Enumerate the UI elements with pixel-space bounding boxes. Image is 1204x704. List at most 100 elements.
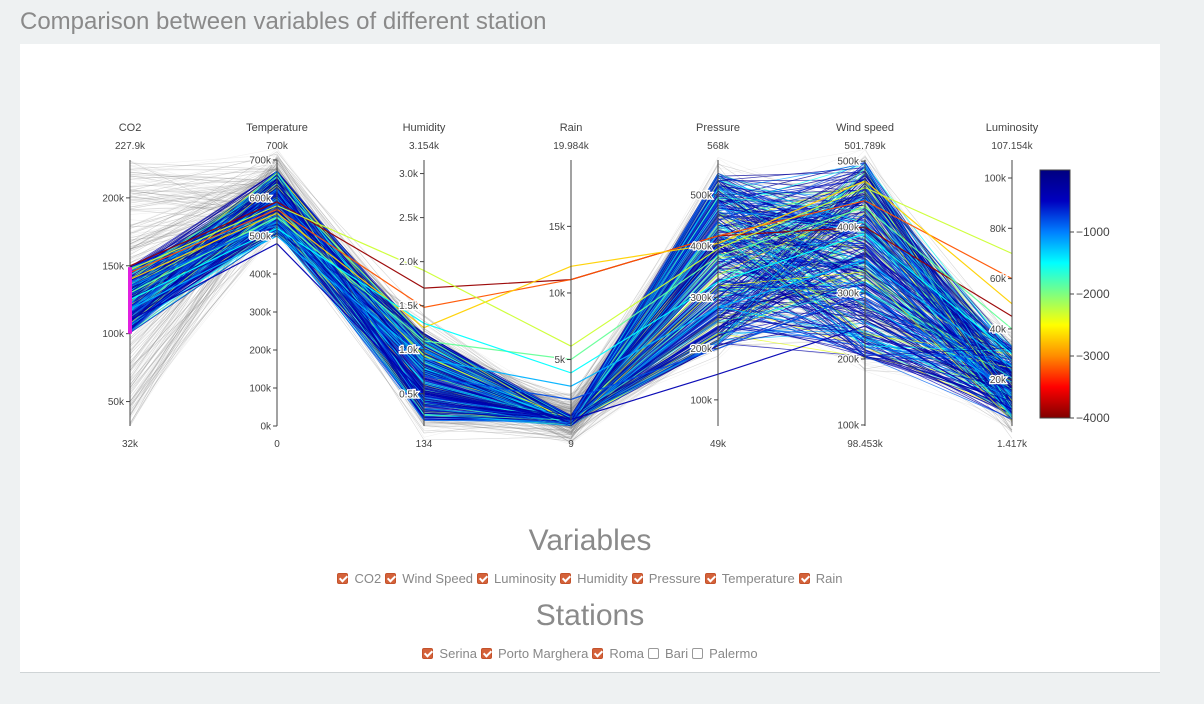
stations-title: Stations bbox=[535, 599, 645, 632]
checkbox-label: Humidity bbox=[577, 571, 628, 586]
axis-min-label: 32k bbox=[122, 439, 139, 450]
checkbox-box[interactable] bbox=[704, 573, 716, 584]
stations-checkbox-serina[interactable]: Serina bbox=[422, 646, 477, 661]
variables-checkbox-luminosity[interactable]: Luminosity bbox=[477, 571, 556, 586]
colorbar: −1000 −2000 −3000 −4000 bbox=[1039, 169, 1110, 425]
axis-temperature: Temperature 700k 00k 100k 200k 300k 400k 500k 60… bbox=[246, 122, 308, 450]
checkbox-box[interactable] bbox=[692, 648, 704, 659]
checkbox-box[interactable] bbox=[477, 573, 489, 584]
axis-max-label: 227.9k bbox=[115, 141, 146, 152]
checkbox-box[interactable] bbox=[592, 648, 604, 659]
axis-tick-label: 3.0k bbox=[399, 169, 419, 180]
checkbox-label: CO2 bbox=[354, 571, 382, 586]
axis-max-label: 3.154k bbox=[409, 141, 440, 152]
axis-tick-label: 500k bbox=[837, 157, 860, 168]
axis-tick-label: 300k bbox=[837, 289, 860, 300]
checkbox-label: Rain bbox=[815, 571, 843, 586]
checkbox-label: Luminosity bbox=[494, 571, 557, 586]
axis-tick-label: 200k bbox=[102, 193, 125, 204]
axis-tick-label: 1.5k bbox=[399, 301, 419, 312]
axis-tick-label: 200k bbox=[249, 346, 272, 357]
variables-checkbox-group: CO2 Wind Speed Luminosity Humidity Pressure T… bbox=[20, 571, 1160, 587]
axis-tick-label: 50k bbox=[108, 397, 125, 408]
axis-max-label: 568k bbox=[707, 141, 730, 152]
checkbox-label: Pressure bbox=[648, 571, 701, 586]
axis-title: CO2 bbox=[119, 122, 142, 134]
axis-tick-label: 200k bbox=[837, 355, 860, 366]
axis-max-label: 700k bbox=[266, 141, 289, 152]
colorbar-gradient bbox=[1039, 169, 1071, 419]
variables-checkbox-pressure[interactable]: Pressure bbox=[631, 571, 701, 586]
axis-title: Luminosity bbox=[986, 122, 1039, 134]
variables-checkbox-co2[interactable]: CO2 bbox=[337, 571, 381, 586]
stations-checkbox-bari[interactable]: Bari bbox=[648, 646, 688, 661]
checkbox-label: Roma bbox=[609, 646, 645, 661]
axis-tick-label: 0k bbox=[260, 422, 272, 433]
axis-max-label: 107.154k bbox=[991, 141, 1033, 152]
parallel-coordinates-plot[interactable]: CO2 227.9k 32k 50k 100k 150k 200k Temperature 70… bbox=[20, 44, 1160, 514]
axis-title: Wind speed bbox=[836, 122, 894, 134]
checkbox-label: Porto Marghera bbox=[498, 646, 589, 661]
axis-min-label: 0 bbox=[274, 439, 280, 450]
axis-min-label: 134 bbox=[416, 439, 433, 450]
variables-title: Variables bbox=[528, 524, 652, 557]
axis-humidity: Humidity 3.154k 134 0.5k 1.0k 1.5k 2.0k 2.5k 3.0… bbox=[398, 122, 446, 450]
axis-tick-label: 80k bbox=[990, 224, 1007, 235]
axis-tick-label: 20k bbox=[990, 375, 1007, 386]
axis-tick-label: 200k bbox=[690, 344, 713, 355]
axis-tick-label: 500k bbox=[249, 232, 272, 243]
axis-wind-speed: Wind speed 501.789k 98.453k 100k 200k 300k 400… bbox=[836, 122, 894, 450]
axis-tick-label: 400k bbox=[249, 270, 272, 281]
axis-title: Pressure bbox=[696, 122, 740, 134]
checkbox-box[interactable] bbox=[422, 648, 434, 659]
axis-tick-label: 500k bbox=[690, 190, 713, 201]
stations-checkbox-palermo[interactable]: Palermo bbox=[692, 646, 758, 661]
axis-min-label: 98.453k bbox=[847, 439, 884, 450]
axis-min-label: 49k bbox=[710, 439, 727, 450]
axis-tick-label: 2.5k bbox=[399, 213, 419, 224]
axis-tick-label: 400k bbox=[690, 242, 713, 253]
checkbox-label: Temperature bbox=[721, 571, 795, 586]
colorbar-tick-label: −1000 bbox=[1076, 225, 1110, 239]
checkbox-box[interactable] bbox=[631, 573, 643, 584]
axis-tick-label: 150k bbox=[102, 261, 125, 272]
axis-tick-label: 1.0k bbox=[399, 345, 419, 356]
checkbox-label: Bari bbox=[665, 646, 689, 661]
checkbox-label: Palermo bbox=[709, 646, 758, 661]
axis-tick-label: 40k bbox=[990, 324, 1007, 335]
stations-checkbox-roma[interactable]: Roma bbox=[592, 646, 644, 661]
axis-min-label: 9 bbox=[568, 439, 574, 450]
stations-checkbox-porto-marghera[interactable]: Porto Marghera bbox=[481, 646, 588, 661]
chart-card: CO2 227.9k 32k 50k 100k 150k 200k Temperature 70… bbox=[20, 44, 1160, 673]
axis-tick-label: 300k bbox=[249, 308, 272, 319]
axis-tick-label: 0.5k bbox=[399, 389, 419, 400]
axis-tick-label: 100k bbox=[690, 395, 713, 406]
axis-brush[interactable] bbox=[128, 267, 132, 334]
axis-tick-label: 100k bbox=[249, 384, 272, 395]
checkbox-label: Wind Speed bbox=[402, 571, 474, 586]
axis-title: Humidity bbox=[403, 122, 446, 134]
checkbox-box[interactable] bbox=[798, 573, 810, 584]
colorbar-tick-label: −4000 bbox=[1076, 411, 1110, 425]
axis-co2: CO2 227.9k 32k 50k 100k 150k 200k bbox=[101, 122, 146, 450]
axis-title: Temperature bbox=[246, 122, 308, 134]
checkbox-box[interactable] bbox=[648, 648, 660, 659]
page-title: Comparison between variables of differen… bbox=[20, 8, 547, 35]
axis-tick-label: 700k bbox=[249, 156, 272, 167]
variables-checkbox-rain[interactable]: Rain bbox=[798, 571, 843, 586]
axis-luminosity: Luminosity 107.154k 1.417k 20k 40k 60k 80k 100k bbox=[983, 122, 1039, 450]
variables-checkbox-humidity[interactable]: Humidity bbox=[560, 571, 628, 586]
axis-pressure: Pressure 568k 49k 100k 200k 300k 400k 500k bbox=[689, 122, 740, 450]
checkbox-label: Serina bbox=[439, 646, 477, 661]
checkbox-box[interactable] bbox=[481, 648, 492, 659]
axis-max-label: 501.789k bbox=[844, 141, 886, 152]
checkbox-box[interactable] bbox=[385, 573, 397, 584]
variables-checkbox-temperature[interactable]: Temperature bbox=[704, 571, 795, 586]
axis-tick-label: 15k bbox=[549, 222, 566, 233]
variables-checkbox-wind-speed[interactable]: Wind Speed bbox=[385, 571, 473, 586]
axis-tick-label: 60k bbox=[990, 274, 1007, 285]
checkbox-box[interactable] bbox=[560, 573, 572, 584]
axis-tick-label: 400k bbox=[837, 223, 860, 234]
axis-tick-label: 100k bbox=[102, 329, 125, 340]
checkbox-box[interactable] bbox=[337, 573, 349, 584]
